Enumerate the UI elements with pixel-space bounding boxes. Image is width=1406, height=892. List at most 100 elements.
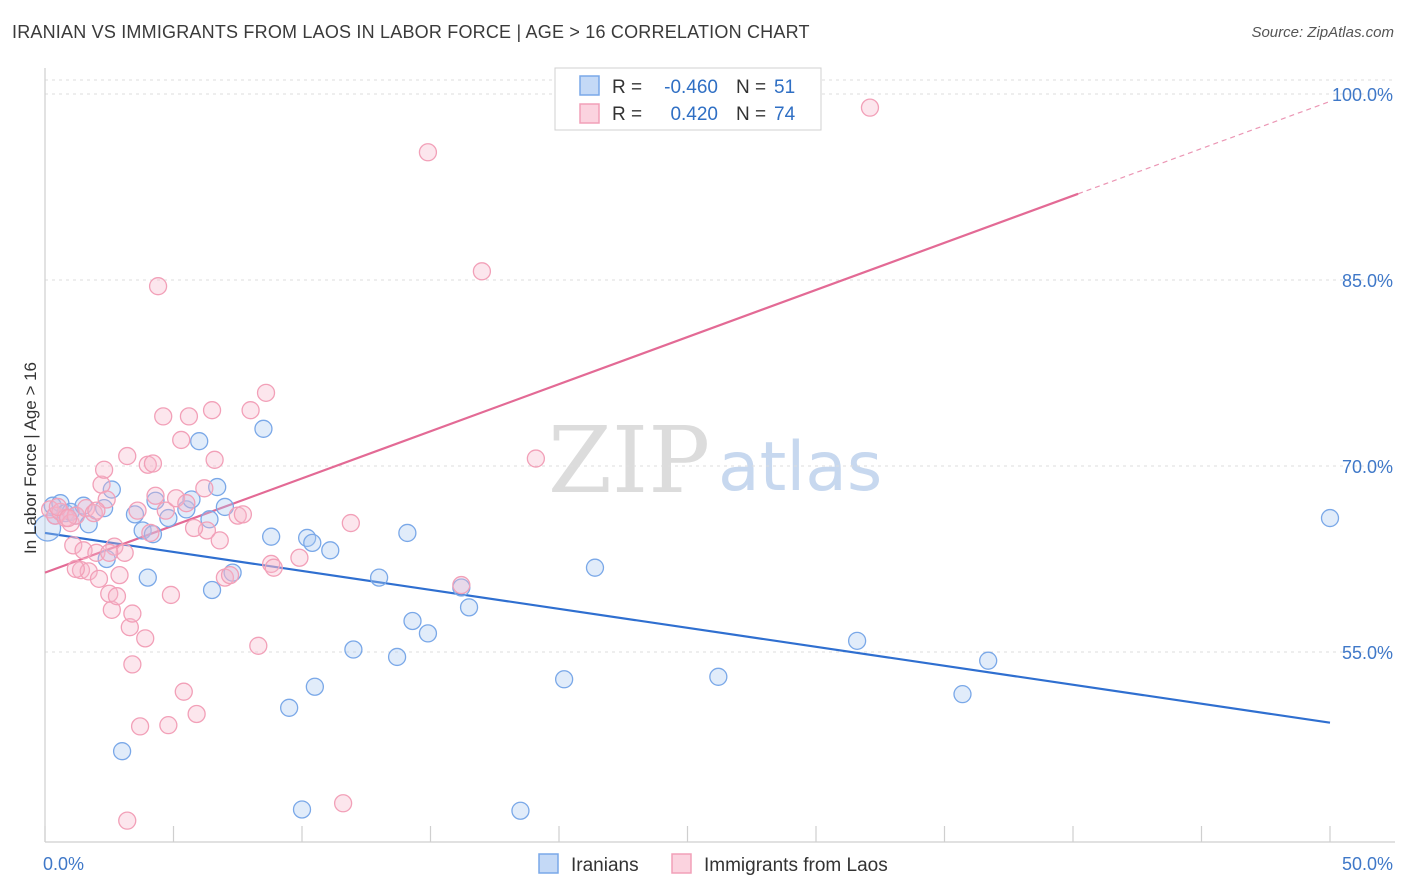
legend-n-label-1: N = [736,77,766,98]
iranians-point-17 [177,500,196,519]
watermark-zip: ZIP [548,407,710,514]
laos-point-52 [256,383,276,402]
iranians-point-16 [159,508,178,528]
iranians-point-50 [202,580,222,600]
bottom-legend-laos: Immigrants from Laos [704,855,888,876]
iranians-point-22 [215,497,235,517]
laos-point-42 [187,704,206,724]
iranians-point-47 [112,742,132,761]
laos-point-46 [210,531,229,550]
y-tick-label-3: 100.0% [1332,85,1393,105]
laos-point-15 [94,460,114,479]
laos-point-32 [148,277,168,296]
iranians-point-19 [190,432,209,451]
iranians-point-25 [262,527,281,546]
laos-point-55 [290,548,309,567]
legend-r-value-1: -0.460 [664,77,718,98]
iranians-point-32 [369,568,389,587]
laos-point-66 [123,655,142,674]
laos-point-65 [48,497,67,517]
legend-r-value-2: 0.420 [670,104,718,125]
iranians-point-24 [254,419,273,438]
laos-point-61 [526,449,546,468]
correlation-legend: R = -0.460 N = 51 R = 0.420 N = 74 [554,67,822,131]
iranians-point-20 [200,510,219,529]
iranians-point-27 [297,528,317,548]
iranians-point-38 [459,598,479,617]
iranians-point-42 [709,667,728,686]
laos-point-67 [66,559,85,579]
laos-point-16 [97,490,116,509]
iranians-point-30 [321,541,340,560]
laos-point-36 [161,585,181,605]
legend-n-value-1: 51 [774,77,795,98]
legend-swatch-iranians [579,75,600,96]
data-points [33,98,1340,830]
laos-point-39 [174,682,193,701]
iranians-trend-line [44,531,1331,724]
laos-point-34 [156,501,175,520]
laos-point-37 [166,489,186,508]
iranians-point-34 [398,523,417,543]
iranians-point-44 [953,685,972,704]
laos-point-60 [472,262,492,281]
iranians-point-45 [979,651,998,670]
iranians-point-48 [292,800,312,819]
laos-point-35 [159,716,178,735]
bottom-legend-swatch-iranians [538,853,559,874]
laos-point-41 [179,407,199,426]
laos-point-69 [100,543,119,562]
legend-n-label-2: N = [736,104,766,125]
iranians-point-28 [303,533,322,553]
bottom-legend-swatch-laos [671,853,692,874]
laos-point-54 [264,558,283,577]
laos-point-12 [87,543,106,562]
laos-point-62 [860,98,880,117]
laos-point-26 [128,501,147,520]
laos-point-72 [205,450,224,469]
y-tick-label-0: 55.0% [1342,643,1393,663]
y-tick-label-2: 85.0% [1342,271,1393,291]
tick-labels: 55.0% 70.0% 85.0% 100.0% 0.0% 50.0% [43,85,1393,874]
x-tick-label-0: 0.0% [43,854,84,874]
iranians-point-46 [1320,508,1340,528]
laos-trend-line [44,192,1079,574]
laos-point-48 [220,565,240,585]
iranians-point-33 [387,647,407,667]
iranians-point-11 [102,480,121,499]
legend-n-value-2: 74 [774,104,796,125]
laos-point-30 [143,454,163,473]
laos-point-57 [341,513,360,533]
iranians-point-35 [403,611,422,631]
laos-point-56 [333,794,353,813]
iranians-point-43 [847,631,867,650]
laos-point-40 [177,494,196,513]
legend-swatch-laos [579,103,600,124]
gridlines [45,79,1395,653]
laos-point-28 [136,629,155,648]
laos-point-5 [64,536,83,555]
laos-point-24 [120,618,139,637]
laos-point-13 [89,569,109,588]
legend-r-label-1: R = [612,77,642,98]
laos-point-73 [233,505,253,524]
laos-point-22 [115,543,134,562]
laos-point-70 [141,523,160,543]
y-axis-label: In Labor Force | Age > 16 [21,362,40,554]
axes [44,68,1395,843]
laos-point-51 [249,636,268,655]
laos-point-33 [154,407,173,426]
laos-point-58 [418,143,438,162]
iranians-point-41 [585,558,605,577]
laos-point-43 [195,479,214,498]
iranians-point-31 [344,640,363,659]
laos-trend-extension [1077,100,1331,195]
laos-point-11 [84,503,103,523]
laos-point-27 [130,717,150,736]
laos-point-45 [202,401,222,420]
laos-point-20 [107,587,127,606]
laos-point-21 [110,565,129,585]
iranians-point-26 [279,698,299,717]
x-tick-label-1: 50.0% [1342,854,1393,874]
y-tick-label-1: 70.0% [1342,457,1393,477]
